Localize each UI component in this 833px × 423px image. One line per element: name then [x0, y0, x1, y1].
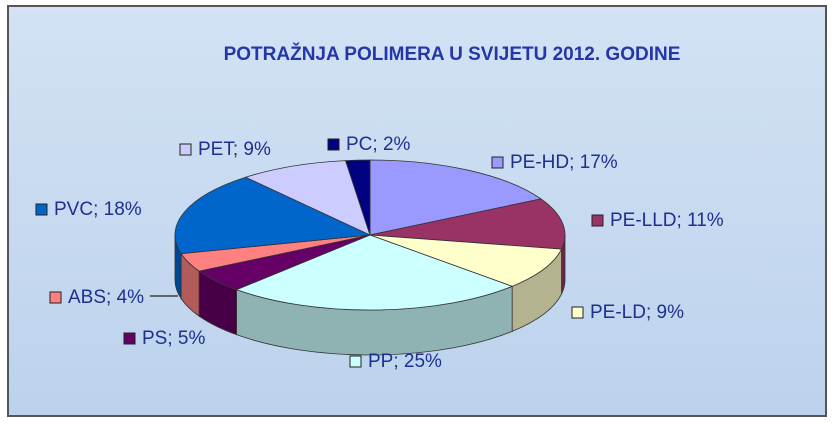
data-label: PE-LD; 9%	[590, 302, 684, 323]
label-swatch	[179, 143, 192, 156]
slice	[244, 160, 371, 236]
slice	[369, 159, 542, 236]
slice	[369, 234, 563, 287]
data-label: PS; 5%	[142, 328, 205, 349]
data-label: PET; 9%	[198, 139, 271, 160]
label-swatch	[35, 203, 48, 216]
label-swatch	[49, 291, 62, 304]
slice	[369, 198, 566, 250]
label-swatch	[571, 306, 584, 319]
data-label: PVC; 18%	[54, 199, 142, 220]
chart-title: POTRAŽNJA POLIMERA U SVIJETU 2012. GODIN…	[224, 43, 681, 65]
label-swatch	[591, 214, 604, 227]
slice	[174, 176, 372, 255]
slice	[235, 234, 514, 311]
label-swatch	[327, 138, 340, 151]
slice	[345, 159, 371, 236]
data-label: PP; 25%	[368, 351, 442, 372]
data-label: PE-HD; 17%	[510, 152, 618, 173]
data-label: PC; 2%	[346, 134, 411, 155]
label-swatch	[123, 332, 136, 345]
data-label: ABS; 4%	[68, 287, 144, 308]
label-swatch	[491, 156, 504, 169]
data-label: PE-LLD; 11%	[610, 210, 724, 231]
label-swatch	[349, 355, 362, 368]
